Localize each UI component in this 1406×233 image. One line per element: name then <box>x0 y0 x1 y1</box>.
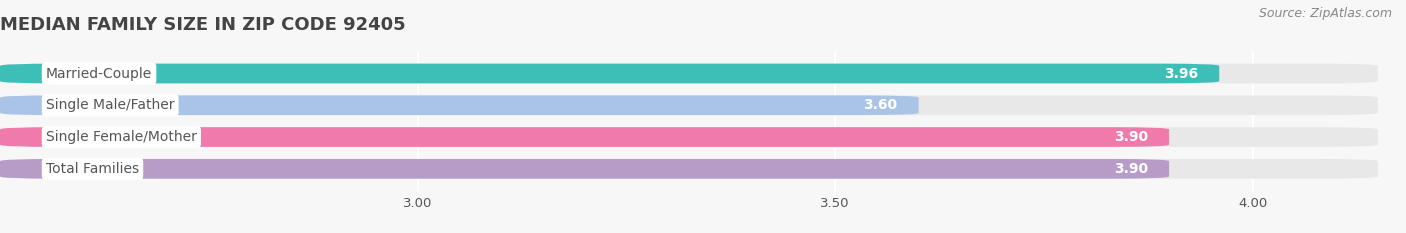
Text: 3.90: 3.90 <box>1114 162 1149 176</box>
FancyBboxPatch shape <box>0 96 1378 115</box>
FancyBboxPatch shape <box>0 127 1170 147</box>
Text: Total Families: Total Families <box>46 162 139 176</box>
FancyBboxPatch shape <box>0 159 1378 179</box>
Text: MEDIAN FAMILY SIZE IN ZIP CODE 92405: MEDIAN FAMILY SIZE IN ZIP CODE 92405 <box>0 17 405 34</box>
Text: 3.90: 3.90 <box>1114 130 1149 144</box>
Text: 3.96: 3.96 <box>1164 66 1198 80</box>
Text: Married-Couple: Married-Couple <box>46 66 152 80</box>
Text: Single Male/Father: Single Male/Father <box>46 98 174 112</box>
FancyBboxPatch shape <box>0 96 918 115</box>
Text: 3.60: 3.60 <box>863 98 897 112</box>
FancyBboxPatch shape <box>0 159 1170 179</box>
FancyBboxPatch shape <box>0 127 1378 147</box>
FancyBboxPatch shape <box>0 64 1219 83</box>
Text: Source: ZipAtlas.com: Source: ZipAtlas.com <box>1258 7 1392 20</box>
Text: Single Female/Mother: Single Female/Mother <box>46 130 197 144</box>
FancyBboxPatch shape <box>0 64 1378 83</box>
